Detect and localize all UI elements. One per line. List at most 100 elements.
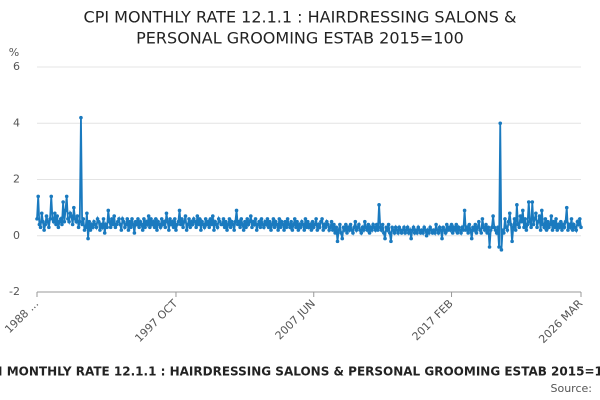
- point: [155, 228, 159, 232]
- point: [384, 225, 389, 230]
- point: [450, 231, 455, 235]
- point: [206, 219, 210, 224]
- point: [524, 228, 529, 232]
- point: [458, 228, 462, 232]
- point: [115, 219, 120, 224]
- point: [415, 231, 419, 235]
- point: [111, 222, 115, 227]
- point: [441, 225, 446, 230]
- point: [322, 222, 327, 227]
- point: [526, 200, 531, 204]
- point: [253, 217, 258, 221]
- source: Source:: [551, 382, 593, 395]
- point: [43, 222, 48, 227]
- point: [268, 219, 272, 224]
- point: [414, 228, 418, 232]
- point: [404, 228, 409, 232]
- point: [75, 214, 80, 218]
- point: [348, 222, 353, 227]
- point: [123, 225, 127, 230]
- point: [140, 228, 145, 232]
- point: [266, 225, 271, 230]
- point: [252, 222, 257, 227]
- point: [47, 225, 51, 230]
- point: [340, 236, 345, 241]
- point: [569, 217, 574, 221]
- point: [566, 228, 570, 232]
- point: [327, 228, 331, 232]
- point: [563, 219, 568, 224]
- point: [315, 228, 320, 232]
- point: [216, 217, 221, 221]
- point: [54, 222, 58, 227]
- point: [193, 219, 197, 224]
- point: [68, 211, 73, 216]
- point: [144, 219, 149, 224]
- point: [104, 222, 108, 227]
- point: [543, 217, 548, 221]
- point: [291, 222, 296, 227]
- point: [421, 231, 425, 235]
- point: [137, 225, 141, 230]
- point: [479, 231, 484, 235]
- point: [513, 228, 518, 232]
- point: [456, 225, 461, 230]
- point: [288, 225, 292, 230]
- point: [353, 219, 358, 224]
- point: [146, 214, 151, 218]
- point: [541, 222, 545, 227]
- point: [81, 217, 86, 221]
- point: [129, 225, 133, 230]
- point: [244, 225, 248, 230]
- point: [319, 219, 323, 224]
- point: [360, 225, 365, 230]
- point: [53, 211, 57, 216]
- point: [258, 225, 263, 230]
- point: [220, 222, 225, 227]
- point: [69, 214, 74, 218]
- point: [341, 225, 346, 230]
- x-tick-label: 1997 OCT: [132, 297, 180, 345]
- point: [460, 225, 465, 230]
- point: [143, 225, 147, 230]
- point: [207, 225, 212, 230]
- point: [482, 228, 487, 232]
- point: [455, 231, 460, 235]
- point: [215, 225, 220, 230]
- point: [292, 217, 297, 221]
- point: [444, 222, 449, 227]
- point: [131, 222, 136, 227]
- point: [87, 219, 92, 224]
- point: [462, 208, 467, 213]
- point: [221, 217, 226, 221]
- point: [424, 233, 429, 238]
- point: [235, 222, 240, 227]
- point: [548, 222, 552, 227]
- point: [157, 222, 162, 227]
- point: [392, 231, 397, 235]
- point: [359, 231, 364, 235]
- point: [66, 217, 70, 221]
- point: [298, 225, 303, 230]
- point: [114, 222, 119, 227]
- point: [570, 228, 575, 232]
- point: [102, 231, 107, 235]
- point: [142, 217, 146, 221]
- point: [372, 225, 377, 230]
- point: [452, 225, 456, 230]
- point: [559, 219, 563, 224]
- point: [165, 219, 170, 224]
- point: [156, 219, 160, 224]
- point: [491, 214, 495, 218]
- point: [44, 214, 49, 218]
- point: [545, 219, 550, 224]
- point: [213, 219, 217, 224]
- point: [518, 214, 523, 218]
- point: [251, 219, 255, 224]
- x-tick-label: 2007 JUN: [273, 297, 318, 342]
- point: [50, 217, 55, 221]
- point: [530, 200, 535, 204]
- point: [117, 217, 121, 221]
- point: [567, 222, 571, 227]
- point: [167, 228, 171, 232]
